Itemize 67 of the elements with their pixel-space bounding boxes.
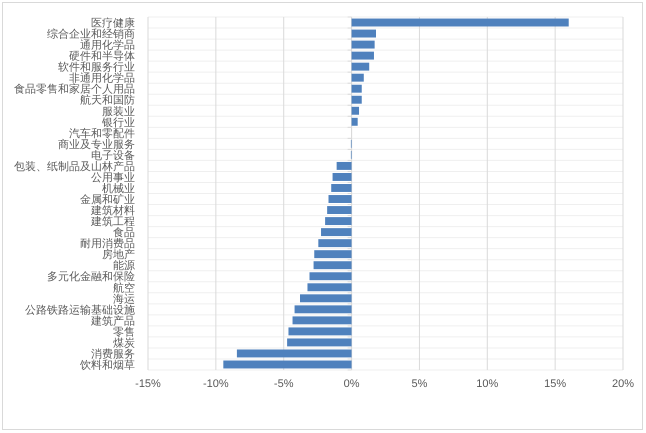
bar — [327, 206, 352, 214]
bar — [352, 30, 376, 38]
bar — [328, 195, 352, 203]
bar — [318, 239, 352, 248]
bar — [352, 62, 370, 71]
y-tick-label: 房地产 — [102, 248, 135, 262]
bar — [287, 338, 352, 346]
bar — [352, 52, 374, 60]
bar — [314, 250, 352, 258]
y-tick-label: 饮料和烟草 — [79, 358, 135, 372]
y-tick-label: 银行业 — [101, 116, 135, 129]
y-tick-label: 建筑材料 — [90, 204, 135, 218]
y-tick-label: 航空 — [113, 281, 135, 294]
y-tick-label: 机械业 — [102, 182, 135, 195]
bar — [288, 327, 352, 336]
bar — [292, 316, 352, 324]
y-tick-label: 食品 — [113, 227, 135, 240]
y-tick-label: 硬件和半导体 — [69, 50, 135, 63]
y-tick-label: 医疗健康 — [91, 16, 135, 30]
y-tick-label: 航天和国防 — [80, 94, 135, 107]
bar — [314, 261, 352, 270]
x-tick-label: 10% — [476, 378, 499, 390]
bar — [236, 349, 352, 358]
y-tick-label: 多元化金融和保险 — [47, 270, 135, 284]
bar — [331, 184, 352, 192]
bar — [325, 217, 352, 226]
bar — [310, 272, 352, 280]
y-tick-label: 包装、纸制品及山林产品 — [14, 160, 135, 173]
bar — [352, 18, 569, 26]
bar — [294, 305, 352, 314]
x-tick-label: 5% — [411, 378, 428, 390]
y-tick-label: 煤炭 — [113, 336, 135, 350]
y-tick-label: 汽车和零配件 — [69, 126, 135, 140]
bar — [336, 162, 352, 170]
y-tick-label: 商业及专业服务 — [58, 138, 135, 151]
bar — [352, 84, 362, 93]
y-tick-label: 建筑产品 — [90, 314, 135, 328]
y-tick-label: 公用事业 — [91, 170, 135, 184]
bar — [300, 294, 352, 302]
bar — [352, 106, 360, 115]
x-tick-label: -10% — [203, 378, 229, 390]
bar — [307, 283, 352, 292]
x-tick-label: -5% — [274, 378, 294, 390]
y-tick-label: 食品零售和家居个人用品 — [14, 82, 135, 96]
x-tick-label: -15% — [135, 378, 162, 390]
bar — [332, 172, 352, 181]
bar — [352, 96, 362, 104]
y-tick-label: 海运 — [113, 292, 135, 306]
bar — [352, 40, 375, 49]
y-tick-label: 通用化学品 — [80, 38, 135, 52]
y-tick-label: 软件和服务行业 — [58, 60, 135, 74]
bar — [321, 228, 352, 236]
y-tick-label: 电子设备 — [91, 148, 135, 162]
y-tick-label: 建筑工程 — [90, 215, 135, 228]
y-tick-label: 综合企业和经销商 — [47, 28, 135, 41]
bar — [223, 360, 352, 368]
y-tick-label: 金属和矿业 — [80, 193, 135, 206]
bar — [352, 118, 358, 126]
y-tick-label: 能源 — [113, 259, 135, 272]
bar — [352, 74, 364, 82]
y-tick-label: 零售 — [113, 326, 135, 338]
y-tick-label: 服装业 — [102, 104, 135, 118]
x-tick-label: 15% — [544, 378, 566, 390]
y-tick-label: 公路铁路运输基础设施 — [25, 303, 135, 316]
x-tick-label: 0% — [344, 378, 360, 390]
x-tick-label: 20% — [612, 378, 634, 390]
y-tick-label: 消费服务 — [91, 347, 135, 360]
